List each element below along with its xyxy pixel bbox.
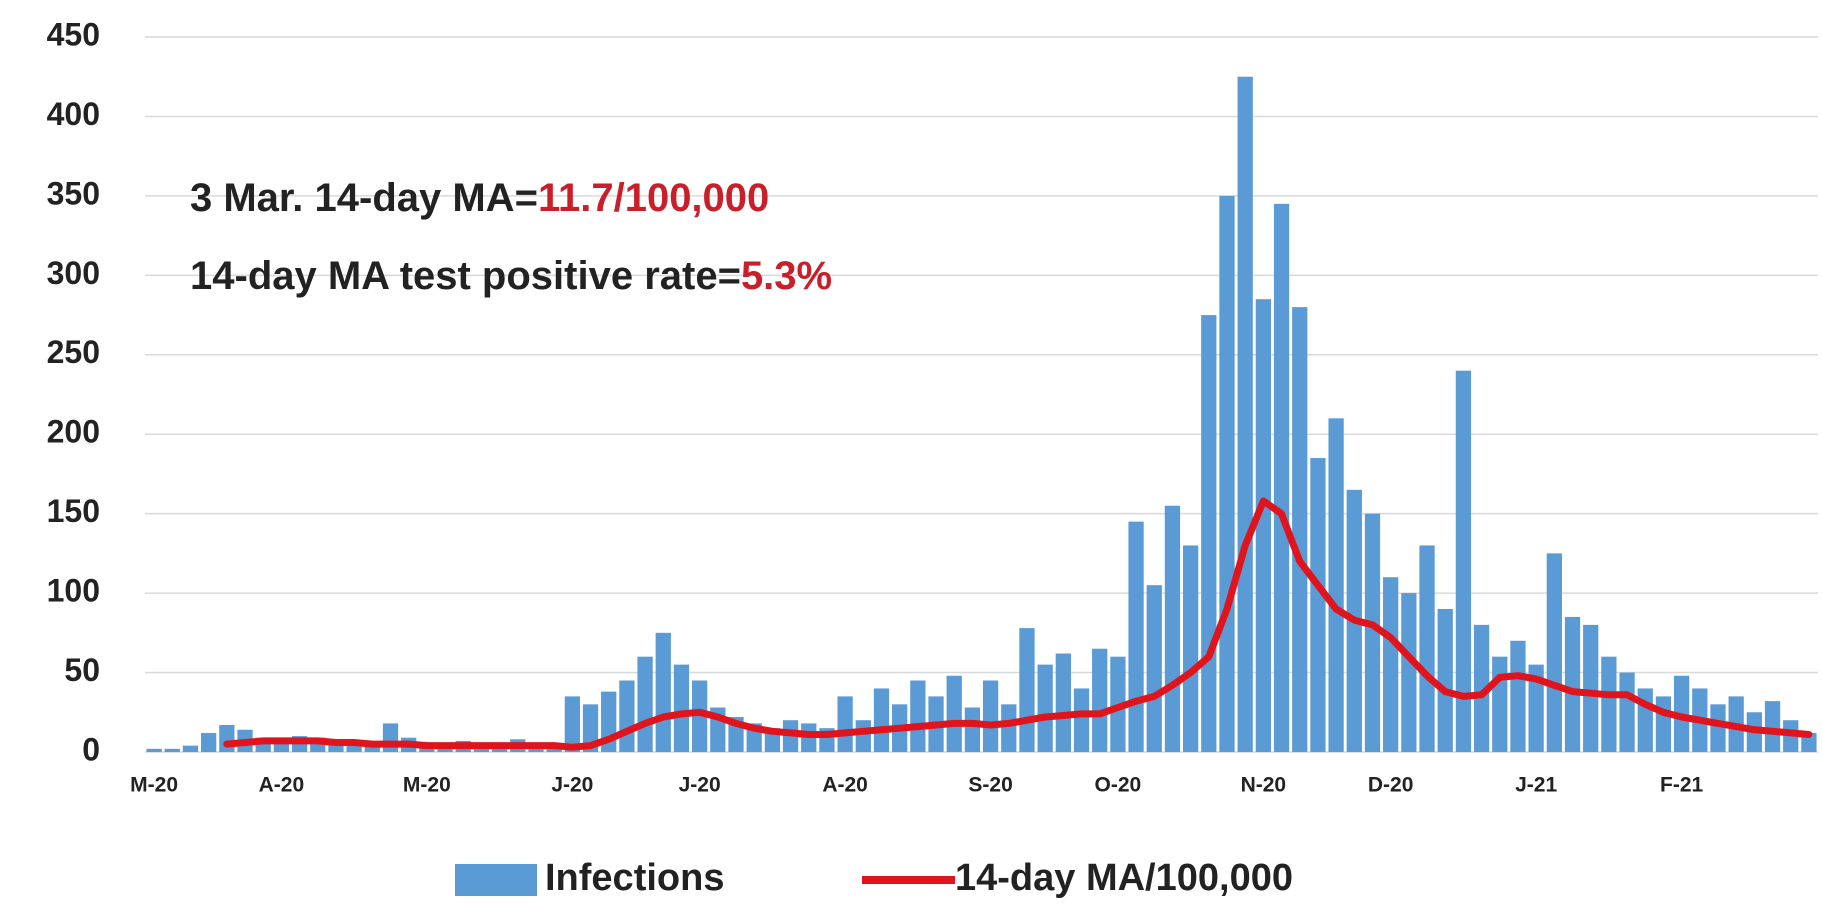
- bar: [1055, 653, 1071, 752]
- bar: [146, 748, 162, 752]
- bar: [1182, 545, 1199, 752]
- bar: [655, 632, 671, 752]
- x-tick-label: A-20: [259, 774, 305, 797]
- bar: [855, 720, 871, 752]
- bar: [1364, 513, 1381, 752]
- y-tick-label: 250: [47, 334, 100, 370]
- bar: [1092, 648, 1108, 752]
- bar: [1037, 664, 1053, 752]
- bar: [1473, 624, 1490, 752]
- bar: [1601, 656, 1617, 752]
- annotation-part: 14-day MA test positive rate=: [190, 254, 741, 298]
- annotation: 3 Mar. 14-day MA=11.7/100,000: [190, 176, 769, 220]
- x-tick-label: O-20: [1095, 774, 1142, 797]
- x-tick-label: M-20: [130, 774, 178, 797]
- y-tick-label: 300: [47, 255, 100, 291]
- bar: [182, 745, 199, 752]
- bar: [1019, 628, 1035, 752]
- bar: [691, 680, 708, 752]
- x-tick-label: J-20: [679, 774, 721, 797]
- bar: [1255, 299, 1272, 752]
- ma-line: [223, 497, 1813, 751]
- bar: [1510, 640, 1526, 752]
- bar: [1546, 553, 1562, 752]
- annotation-part: 5.3%: [741, 254, 832, 298]
- y-tick-label: 100: [47, 573, 100, 609]
- bar: [219, 724, 235, 752]
- bar: [1273, 203, 1290, 753]
- bar: [637, 656, 653, 752]
- bar: [1292, 307, 1308, 752]
- bar: [910, 680, 926, 752]
- bar: [946, 675, 962, 752]
- bar: [1401, 593, 1417, 752]
- bar: [982, 680, 999, 752]
- bar: [964, 707, 981, 752]
- bar: [1619, 672, 1635, 752]
- bar: [619, 680, 635, 752]
- x-tick-label: J-21: [1515, 774, 1557, 797]
- bar: [1073, 688, 1090, 752]
- bar: [1419, 545, 1435, 752]
- annotation-part: 3 Mar. 14-day MA=: [190, 176, 538, 220]
- y-tick-label: 450: [47, 16, 100, 52]
- bar: [1455, 370, 1472, 752]
- bar: [1310, 458, 1326, 752]
- bar: [1492, 656, 1508, 752]
- x-tick-label: F-21: [1660, 774, 1704, 797]
- bar: [1437, 609, 1453, 752]
- x-tick-label: D-20: [1368, 774, 1414, 797]
- x-tick-label: A-20: [822, 774, 868, 797]
- x-tick-label: J-20: [551, 774, 593, 797]
- y-tick-label: 50: [64, 652, 100, 688]
- bar: [837, 696, 853, 752]
- bar: [346, 740, 362, 752]
- legend-label: Infections: [545, 857, 724, 899]
- legend-label: 14-day MA/100,000: [955, 857, 1293, 899]
- bar: [1164, 505, 1181, 752]
- y-tick-label: 400: [47, 96, 100, 132]
- bar: [1710, 704, 1726, 752]
- x-tick-label: S-20: [968, 774, 1012, 797]
- y-tick-label: 200: [47, 414, 100, 450]
- bar: [1528, 664, 1544, 752]
- x-tick-label: N-20: [1241, 774, 1287, 797]
- bar: [1583, 624, 1599, 752]
- bar: [382, 723, 399, 752]
- bar: [1764, 701, 1781, 752]
- bar: [1655, 696, 1672, 752]
- bar: [201, 732, 217, 752]
- bar: [1564, 616, 1581, 752]
- bar: [1328, 418, 1344, 752]
- bar: [873, 688, 890, 752]
- bar: [1201, 315, 1217, 752]
- bar: [1237, 76, 1253, 752]
- y-tick-label: 350: [47, 175, 100, 211]
- legend-swatch: [455, 864, 537, 896]
- bar: [1001, 704, 1017, 752]
- y-tick-label: 0: [82, 731, 100, 767]
- bar: [582, 704, 599, 752]
- bar: [673, 664, 690, 752]
- y-tick-label: 150: [47, 493, 100, 529]
- bar: [1128, 521, 1144, 752]
- bar: [164, 748, 180, 752]
- annotation-part: 11.7/100,000: [538, 176, 769, 220]
- bar: [1219, 195, 1235, 752]
- bar: [1383, 577, 1399, 752]
- bar: [1801, 732, 1817, 752]
- annotation: 14-day MA test positive rate=5.3%: [190, 254, 832, 298]
- bar: [1146, 585, 1162, 752]
- bar: [564, 696, 580, 752]
- x-tick-label: M-20: [403, 774, 451, 797]
